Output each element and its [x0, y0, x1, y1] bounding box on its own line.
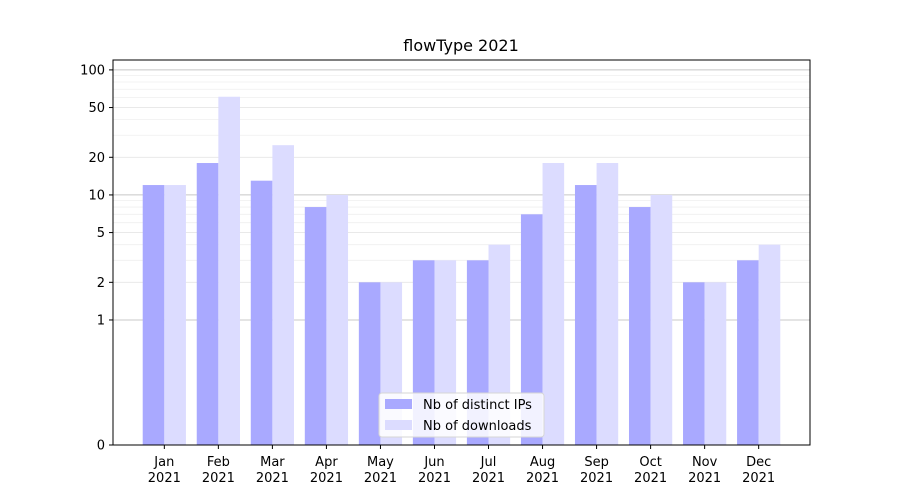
- bar-downloads-dec: [758, 244, 781, 445]
- legend-label: Nb of distinct IPs: [423, 398, 532, 413]
- x-tick-label-year: 2021: [310, 471, 343, 486]
- x-tick-label-month: Sep: [584, 455, 609, 470]
- x-tick-label-month: Apr: [315, 455, 338, 470]
- x-axis: Jan2021Feb2021Mar2021Apr2021May2021Jun20…: [148, 445, 775, 486]
- legend-label: Nb of downloads: [423, 419, 532, 434]
- bar-downloads-mar: [272, 145, 295, 445]
- x-tick-label-year: 2021: [634, 471, 667, 486]
- y-tick-label: 2: [97, 276, 105, 291]
- y-tick-label: 5: [97, 226, 105, 241]
- bar-downloads-sep: [596, 163, 619, 445]
- x-tick-label-month: Mar: [260, 455, 285, 470]
- bar-distinct-ips-dec: [737, 260, 759, 445]
- x-tick-label-month: Oct: [639, 455, 661, 470]
- legend-swatch: [385, 399, 412, 409]
- bar-distinct-ips-aug: [520, 214, 543, 445]
- chart-title: flowType 2021: [403, 36, 519, 55]
- bar-distinct-ips-mar: [250, 180, 273, 445]
- x-tick-label-year: 2021: [742, 471, 775, 486]
- legend: Nb of distinct IPs Nb of downloads: [378, 392, 545, 438]
- x-tick-label-year: 2021: [418, 471, 451, 486]
- x-tick-label-month: Dec: [746, 455, 771, 470]
- plot-frame: [112, 59, 811, 446]
- x-tick-label-year: 2021: [202, 471, 235, 486]
- bar-downloads-feb: [218, 96, 240, 445]
- bars: [142, 96, 781, 445]
- x-tick-label-month: Jun: [423, 455, 444, 470]
- bar-distinct-ips-may: [358, 282, 381, 445]
- y-tick-label: 1: [97, 313, 105, 328]
- x-tick-label-year: 2021: [526, 471, 559, 486]
- bar-distinct-ips-feb: [196, 163, 219, 445]
- x-tick-label-year: 2021: [148, 471, 181, 486]
- bar-distinct-ips-nov: [683, 282, 705, 445]
- x-tick-label-year: 2021: [580, 471, 613, 486]
- x-tick-label-month: Nov: [692, 455, 718, 470]
- bar-distinct-ips-oct: [628, 207, 651, 445]
- x-tick-label-month: May: [367, 455, 394, 470]
- x-tick-label-month: Aug: [530, 455, 555, 470]
- bar-downloads-apr: [326, 194, 349, 445]
- x-tick-label-year: 2021: [472, 471, 505, 486]
- y-tick-label: 10: [88, 188, 105, 203]
- y-axis: 0 1 2 5 10 20 50 100: [80, 63, 113, 454]
- y-tick-label: 0: [97, 439, 105, 454]
- y-tick-label: 100: [80, 63, 105, 78]
- y-tick-label: 20: [88, 151, 105, 166]
- x-tick-label-year: 2021: [364, 471, 397, 486]
- x-tick-label-month: Jul: [480, 455, 497, 470]
- x-tick-label-year: 2021: [256, 471, 289, 486]
- bar-distinct-ips-jan: [142, 185, 165, 445]
- x-tick-label-month: Jan: [153, 455, 174, 470]
- legend-box: [378, 392, 545, 438]
- bar-downloads-jan: [164, 185, 186, 445]
- bar-distinct-ips-apr: [304, 207, 327, 445]
- bar-downloads-nov: [704, 282, 727, 445]
- x-tick-label-year: 2021: [688, 471, 721, 486]
- bar-distinct-ips-sep: [574, 185, 597, 445]
- bar-downloads-oct: [650, 194, 673, 445]
- legend-swatch: [385, 420, 412, 430]
- y-tick-label: 50: [88, 101, 105, 116]
- x-tick-label-month: Feb: [207, 455, 230, 470]
- bar-downloads-aug: [542, 163, 565, 445]
